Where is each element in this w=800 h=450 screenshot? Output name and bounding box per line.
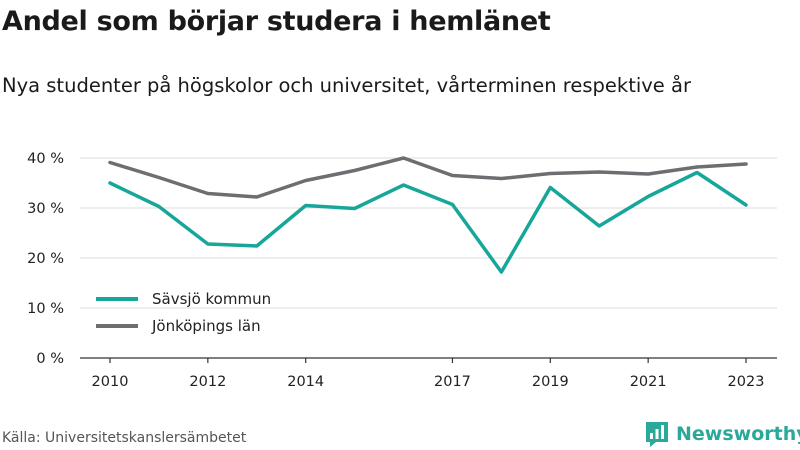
x-tick-label: 2019	[532, 374, 569, 390]
chart-title: Andel som börjar studera i hemlänet	[2, 6, 551, 37]
y-tick-label: 0 %	[36, 351, 64, 367]
y-tick-label: 30 %	[27, 201, 64, 217]
brand-logo: Newsworthy	[644, 419, 800, 449]
legend-label: Jönköpings län	[151, 317, 261, 335]
y-tick-label: 10 %	[27, 301, 64, 317]
line-chart: 0 % 10 % 20 % 30 % 40 % 2010 2012 2014 2017 2019…	[27, 151, 777, 390]
x-tick-label: 2010	[92, 374, 129, 390]
x-tick-label: 2021	[630, 374, 667, 390]
brand-name: Newsworthy	[676, 423, 800, 445]
x-axis	[80, 357, 777, 363]
series-line	[108, 156, 748, 199]
series-line	[108, 170, 748, 274]
series-lines	[108, 156, 748, 274]
x-tick-label: 2014	[287, 374, 324, 390]
grid-lines	[80, 157, 777, 309]
y-tick-label: 40 %	[27, 151, 64, 167]
legend-label: Sävsjö kommun	[152, 290, 271, 308]
x-tick-label: 2023	[728, 374, 765, 390]
legend: Sävsjö kommun Jönköpings län	[96, 290, 271, 335]
y-tick-label: 20 %	[27, 251, 64, 267]
chart-subtitle: Nya studenter på högskolor och universit…	[2, 74, 691, 97]
newsworthy-logo-icon	[646, 422, 668, 447]
source-note: Källa: Universitetskanslersämbetet	[2, 430, 247, 446]
x-tick-label: 2012	[189, 374, 226, 390]
y-axis-tick-labels: 0 % 10 % 20 % 30 % 40 %	[27, 151, 64, 367]
x-tick-label: 2017	[434, 374, 471, 390]
x-axis-tick-labels: 2010 2012 2014 2017 2019 2021 2023	[92, 374, 765, 390]
